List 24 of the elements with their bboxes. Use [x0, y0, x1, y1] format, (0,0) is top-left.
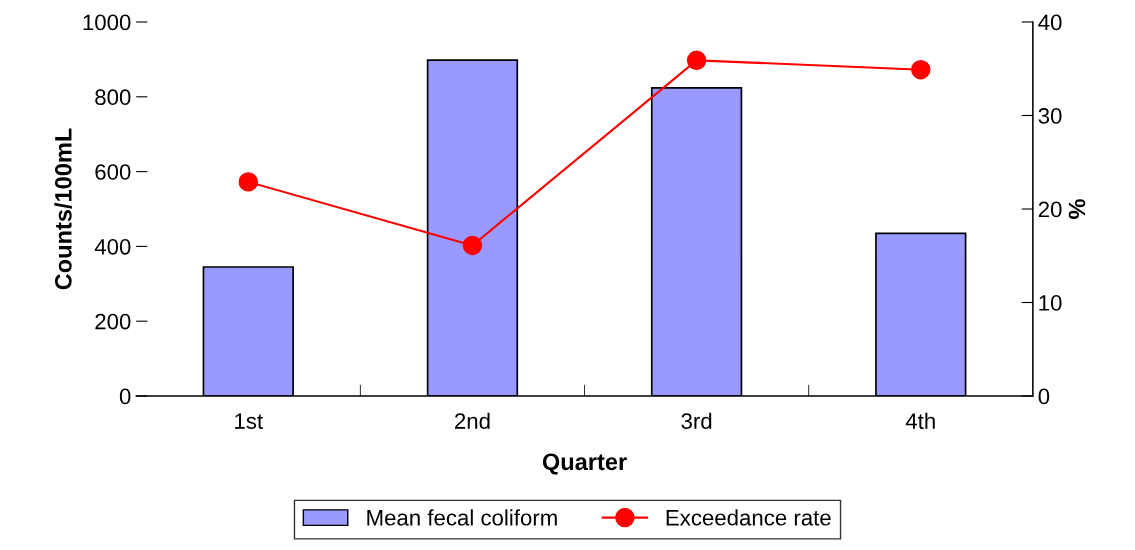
- x-tick-label: 1st: [235, 413, 263, 429]
- legend-label: Mean fecal coliform: [367, 509, 557, 526]
- y2-tick-label: 0: [1038, 388, 1050, 405]
- y-tick-label: 400: [94, 238, 131, 255]
- x-tick-label: 3rd: [681, 412, 712, 429]
- point: [462, 235, 483, 256]
- y-axis-title: Counts/100mL: [54, 128, 72, 290]
- y2-tick-label: 40: [1038, 14, 1062, 31]
- x-tick-label: 4th: [905, 412, 935, 429]
- y-tick-label: 600: [95, 164, 131, 180]
- x-axis-title: Quarter: [542, 453, 627, 475]
- y-tick-label: 200: [95, 313, 131, 330]
- point: [238, 172, 259, 192]
- y2-tick-label: 20: [1038, 201, 1062, 218]
- y-tick-label: 0: [119, 388, 131, 405]
- y2-tick-label: 10: [1039, 295, 1062, 311]
- point: [686, 50, 707, 71]
- point: [911, 59, 931, 80]
- y2-axis-title: %: [1068, 199, 1086, 219]
- y-tick-label: 1000: [83, 14, 131, 31]
- x-tick-label: 2nd: [455, 412, 490, 429]
- legend-label: Exceedance rate: [666, 509, 831, 526]
- y2-tick-label: 30: [1038, 108, 1062, 124]
- y-tick-label: 800: [95, 89, 131, 106]
